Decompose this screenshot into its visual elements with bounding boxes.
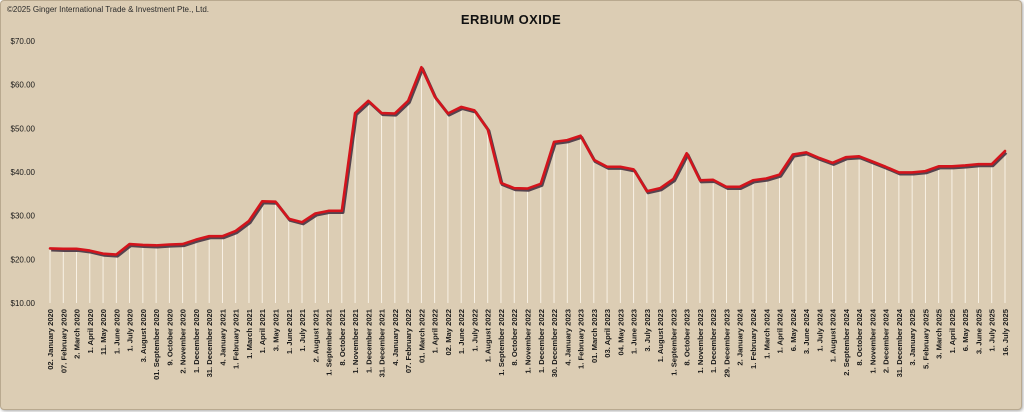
x-tick-label: 1. June 2023 [630,309,639,354]
x-tick-label: 3. March 2025 [935,308,944,359]
x-tick-label: 30. December 2022 [550,309,559,377]
x-tick-label: 1. September 2023 [669,309,678,376]
x-tick-label: 1. November 2024 [868,308,877,373]
x-tick-label: 1. March 2024 [762,308,771,359]
x-tick-label: 1. April 2020 [86,309,95,353]
x-tick-label: 4. January 2021 [218,308,227,365]
x-tick-label: 6. May 2025 [961,308,970,351]
x-tick-label: 1. September 2022 [497,309,506,376]
x-tick-label: 4. January 2022 [391,309,400,366]
x-tick-label: 1. December 2021 [364,308,373,373]
y-tick-label: $50.00 [11,124,36,133]
x-tick-label: 31. December 2024 [895,308,904,377]
x-tick-label: 01. March 2022 [417,309,426,363]
x-tick-label: 1. August 2024 [829,308,838,362]
x-tick-label: 2. March 2020 [73,309,82,359]
x-tick-label: 1. June 2022 [457,309,466,354]
chart-title: ERBIUM OXIDE [460,12,562,27]
x-tick-label: 8. October 2023 [683,309,692,366]
y-tick-label: $30.00 [11,212,36,221]
x-tick-label: 2. December 2024 [882,308,891,373]
x-tick-label: 01. September 2020 [152,309,161,380]
y-tick-label: $20.00 [11,255,36,264]
x-tick-label: 3. May 2021 [271,308,280,351]
x-tick-label: 1. June 2021 [285,308,294,354]
x-tick-label: 1. July 2024 [815,308,824,351]
x-tick-label: 8. October 2021 [338,308,347,365]
x-tick-label: 11. May 2020 [99,309,108,355]
x-tick-label: 1. August 2023 [656,309,665,362]
y-tick-label: $40.00 [11,168,36,177]
x-tick-label: 1. April 2021 [258,308,267,353]
x-tick-label: 1. July 2020 [126,309,135,352]
x-tick-label: 1. July 2022 [470,309,479,352]
x-tick-label: 1. November 2022 [524,309,533,374]
x-tick-label: 29. December 2023 [722,309,731,377]
x-tick-label: 3. January 2025 [908,308,917,365]
x-tick-label: 2. August 2021 [311,308,320,362]
x-tick-label: 8. October 2022 [510,309,519,366]
x-tick-label: 8. October 2024 [855,308,864,365]
x-tick-label: 1. February 2024 [749,308,758,369]
y-tick-label: $70.00 [11,37,36,46]
x-tick-label: 1. April 2022 [431,309,440,353]
x-tick-label: 1. April 2025 [948,308,957,353]
x-tick-label: 2. November 2020 [179,309,188,374]
x-tick-label: 04. May 2023 [616,309,625,355]
x-tick-label: 03. April 2023 [603,309,612,358]
x-tick-label: 02. May 2022 [444,309,453,355]
x-tick-label: 1. February 2021 [232,308,241,369]
x-tick-label: 3. June 2024 [802,308,811,354]
x-tick-label: 1. March 2021 [245,308,254,359]
x-axis: 02. January 2020 07. February 2020 2. Marc… [46,308,1010,380]
x-tick-label: 07. February 2020 [59,309,68,373]
x-tick-label: 1. September 2021 [325,308,334,375]
y-axis: $10.00 $20.00 $30.00 $40.00 $50.00 $60.00 $70.… [11,37,36,308]
x-tick-label: 31. December 2021 [378,308,387,377]
x-tick-label: 3. June 2025 [974,308,983,354]
series-shadow-line [51,67,1008,258]
x-tick-label: 3. July 2023 [643,309,652,352]
x-tick-label: 1. December 2020 [192,309,201,373]
x-tick-label: 1. December 2023 [709,309,718,373]
x-tick-label: 1. February 2023 [577,309,586,369]
y-tick-label: $60.00 [11,81,36,90]
x-tick-label: 3. August 2020 [139,309,148,362]
x-tick-label: 1. November 2023 [696,309,705,374]
x-tick-label: 6. May 2024 [789,308,798,351]
x-tick-label: 4. January 2023 [563,309,572,366]
x-tick-label: 01. March 2023 [590,309,599,363]
series-line [48,65,1007,256]
x-tick-label: 31. December 2020 [205,309,214,377]
copyright-notice: ©2025 Ginger International Trade & Inves… [7,5,210,14]
x-tick-label: 1. July 2025 [988,308,997,351]
x-tick-label: 5. February 2025 [921,308,930,369]
x-tick-label: 07. February 2022 [404,309,413,373]
y-tick-label: $10.00 [11,299,36,308]
x-tick-label: 16. July 2025 [1001,308,1010,356]
x-tick-label: 1. April 2024 [776,308,785,353]
x-tick-label: 02. January 2020 [46,309,55,370]
x-tick-label: 2. September 2024 [842,308,851,375]
x-tick-label: 1. August 2022 [484,309,493,362]
x-tick-label: 9. October 2020 [165,309,174,366]
x-tick-label: 1. November 2021 [351,308,360,373]
x-tick-label: 1. December 2022 [537,309,546,373]
x-tick-label: 1. June 2020 [112,309,121,354]
x-tick-label: 2. January 2024 [736,308,745,365]
x-tick-label: 1. July 2021 [298,308,307,351]
drop-lines [49,67,1006,303]
